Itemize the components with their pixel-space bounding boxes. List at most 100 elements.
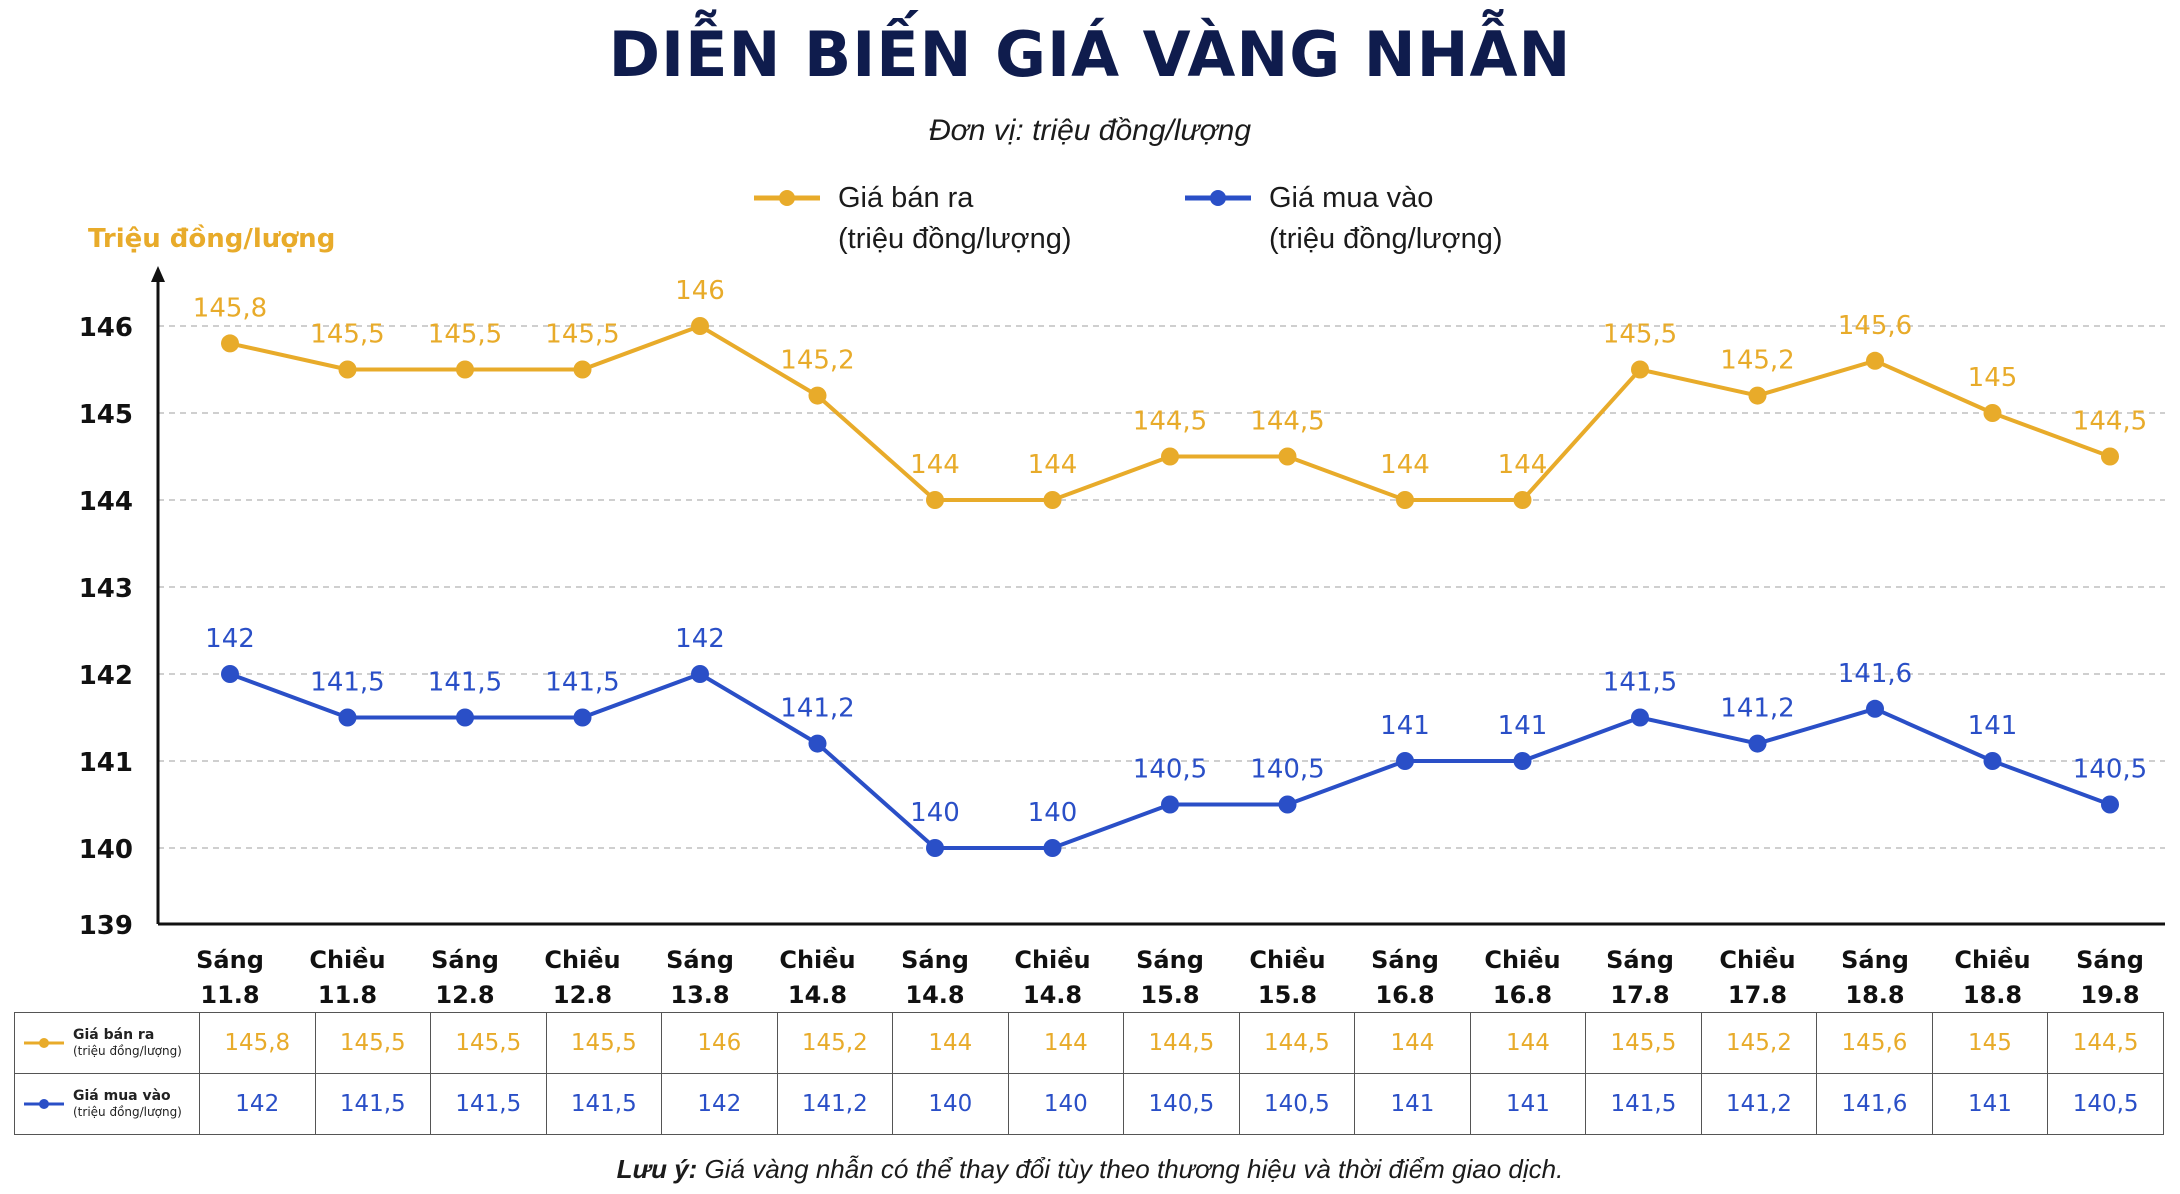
x-tick-label: Sáng [1371, 946, 1439, 974]
line-chart: 139 140 141 142 143 144 145 146 Sáng 11.8 Chiều 11.… [79, 266, 2165, 1009]
table-cell: 144,5 [1123, 1012, 1240, 1074]
x-tick-label: Sáng [901, 946, 969, 974]
x-tick-label: 15.8 [1258, 981, 1317, 1009]
x-tick-label: Sáng [2076, 946, 2144, 974]
table-cell: 144 [892, 1012, 1009, 1074]
data-point [926, 491, 944, 509]
data-point [926, 839, 944, 857]
table-cell: 144 [1007, 1012, 1125, 1074]
table-row: Giá bán ra (triệu đồng/lượng) 145,8 145,5 14… [14, 1012, 2164, 1074]
table-cell: 144,5 [2047, 1012, 2164, 1074]
legend-buy: Giá mua vào (triệu đồng/lượng) [1183, 178, 1503, 260]
data-label: 142 [675, 624, 725, 654]
data-label: 145,5 [428, 320, 502, 350]
data-label: 140,5 [1133, 755, 1207, 785]
row-header-line2: (triệu đồng/lượng) [73, 1105, 182, 1119]
table-row-header: Giá bán ra (triệu đồng/lượng) [14, 1012, 200, 1074]
data-label: 140,5 [2073, 755, 2147, 785]
x-tick-label: 18.8 [1963, 981, 2022, 1009]
data-label: 141 [1498, 711, 1548, 741]
table-cell: 145,2 [776, 1012, 894, 1074]
table-cell: 141,2 [1700, 1073, 1818, 1135]
row-header-line2: (triệu đồng/lượng) [73, 1044, 182, 1058]
table-cell: 145,6 [1816, 1012, 1933, 1074]
data-point [1866, 699, 1884, 718]
data-label: 144 [910, 450, 960, 480]
table-cell: 144,5 [1238, 1012, 1356, 1074]
legend-sell-line1: Giá bán ra [838, 182, 974, 214]
data-point [1631, 360, 1649, 379]
data-label: 144 [1498, 450, 1548, 480]
row-marker-icon [24, 1038, 64, 1048]
data-point [1278, 447, 1297, 466]
table-cell: 145,5 [545, 1012, 663, 1074]
y-tick-label: 141 [79, 748, 133, 778]
data-point [1278, 795, 1297, 814]
data-label: 144 [1380, 450, 1430, 480]
x-tick-label: 11.8 [200, 981, 259, 1009]
x-tick-label: Chiều [1954, 946, 2030, 974]
legend-sell-marker-icon [754, 190, 820, 206]
data-label: 141 [1968, 711, 2018, 741]
data-point [338, 360, 357, 379]
data-label: 141,6 [1838, 659, 1912, 689]
legend-buy-line1: Giá mua vào [1269, 182, 1434, 214]
data-point [1043, 839, 1062, 857]
data-point [221, 665, 239, 683]
table-cell: 146 [661, 1012, 778, 1074]
x-tick-label: Chiều [1014, 946, 1090, 974]
data-label: 140 [1028, 798, 1078, 828]
table-cell: 145,5 [430, 1012, 547, 1074]
data-label: 145,5 [545, 320, 619, 350]
data-point [691, 317, 709, 335]
data-label: 140,5 [1250, 755, 1324, 785]
legend-buy-marker-icon [1185, 190, 1251, 206]
table-cell: 145,8 [199, 1012, 316, 1074]
data-point [1043, 491, 1062, 509]
x-tick-label: Sáng [196, 946, 264, 974]
data-label: 144 [1028, 450, 1078, 480]
table-cell: 144 [1354, 1012, 1471, 1074]
data-point [1748, 734, 1767, 753]
legend-sell-line2: (triệu đồng/lượng) [838, 223, 1072, 255]
data-point [1513, 752, 1532, 770]
table-cell: 145,2 [1700, 1012, 1818, 1074]
data-point [1983, 404, 2002, 422]
table-cell: 141,6 [1816, 1073, 1933, 1135]
data-label: 144,5 [1133, 407, 1207, 437]
x-tick-label: 12.8 [435, 981, 494, 1009]
data-label: 141,5 [1603, 668, 1677, 698]
data-point [338, 708, 357, 727]
data-point [573, 360, 592, 379]
data-label: 145,5 [1603, 320, 1677, 350]
data-point [1866, 351, 1884, 370]
x-tick-label: Chiều [779, 946, 855, 974]
data-label: 145,2 [1720, 346, 1794, 376]
data-point [2101, 447, 2119, 466]
data-point [808, 734, 827, 753]
data-label: 144,5 [2073, 407, 2147, 437]
data-label: 141,5 [545, 668, 619, 698]
y-axis-label: Triệu đồng/lượng [88, 224, 336, 254]
data-label: 141,5 [310, 668, 384, 698]
data-point [1396, 491, 1414, 509]
table-cell: 141 [1931, 1073, 2049, 1135]
data-point [1396, 752, 1414, 770]
x-tick-label: Chiều [544, 946, 620, 974]
y-tick-label: 140 [79, 835, 133, 865]
x-tick-label: 15.8 [1140, 981, 1199, 1009]
x-tick-label: Sáng [431, 946, 499, 974]
y-tick-label: 145 [79, 400, 133, 430]
y-tick-label: 143 [79, 574, 133, 604]
data-point [573, 708, 592, 727]
x-tick-label: Sáng [666, 946, 734, 974]
data-point [1513, 491, 1532, 509]
footnote-text: Giá vàng nhẫn có thể thay đổi tùy theo t… [704, 1154, 1564, 1184]
table-cell: 141,5 [430, 1073, 547, 1135]
data-label: 145,5 [310, 320, 384, 350]
y-tick-label: 139 [79, 911, 133, 941]
y-tick-label: 144 [79, 487, 133, 517]
x-tick-label: 16.8 [1375, 981, 1434, 1009]
table-cell: 140,5 [1123, 1073, 1240, 1135]
chart-title: DIỄN BIẾN GIÁ VÀNG NHẪN [608, 18, 1572, 91]
